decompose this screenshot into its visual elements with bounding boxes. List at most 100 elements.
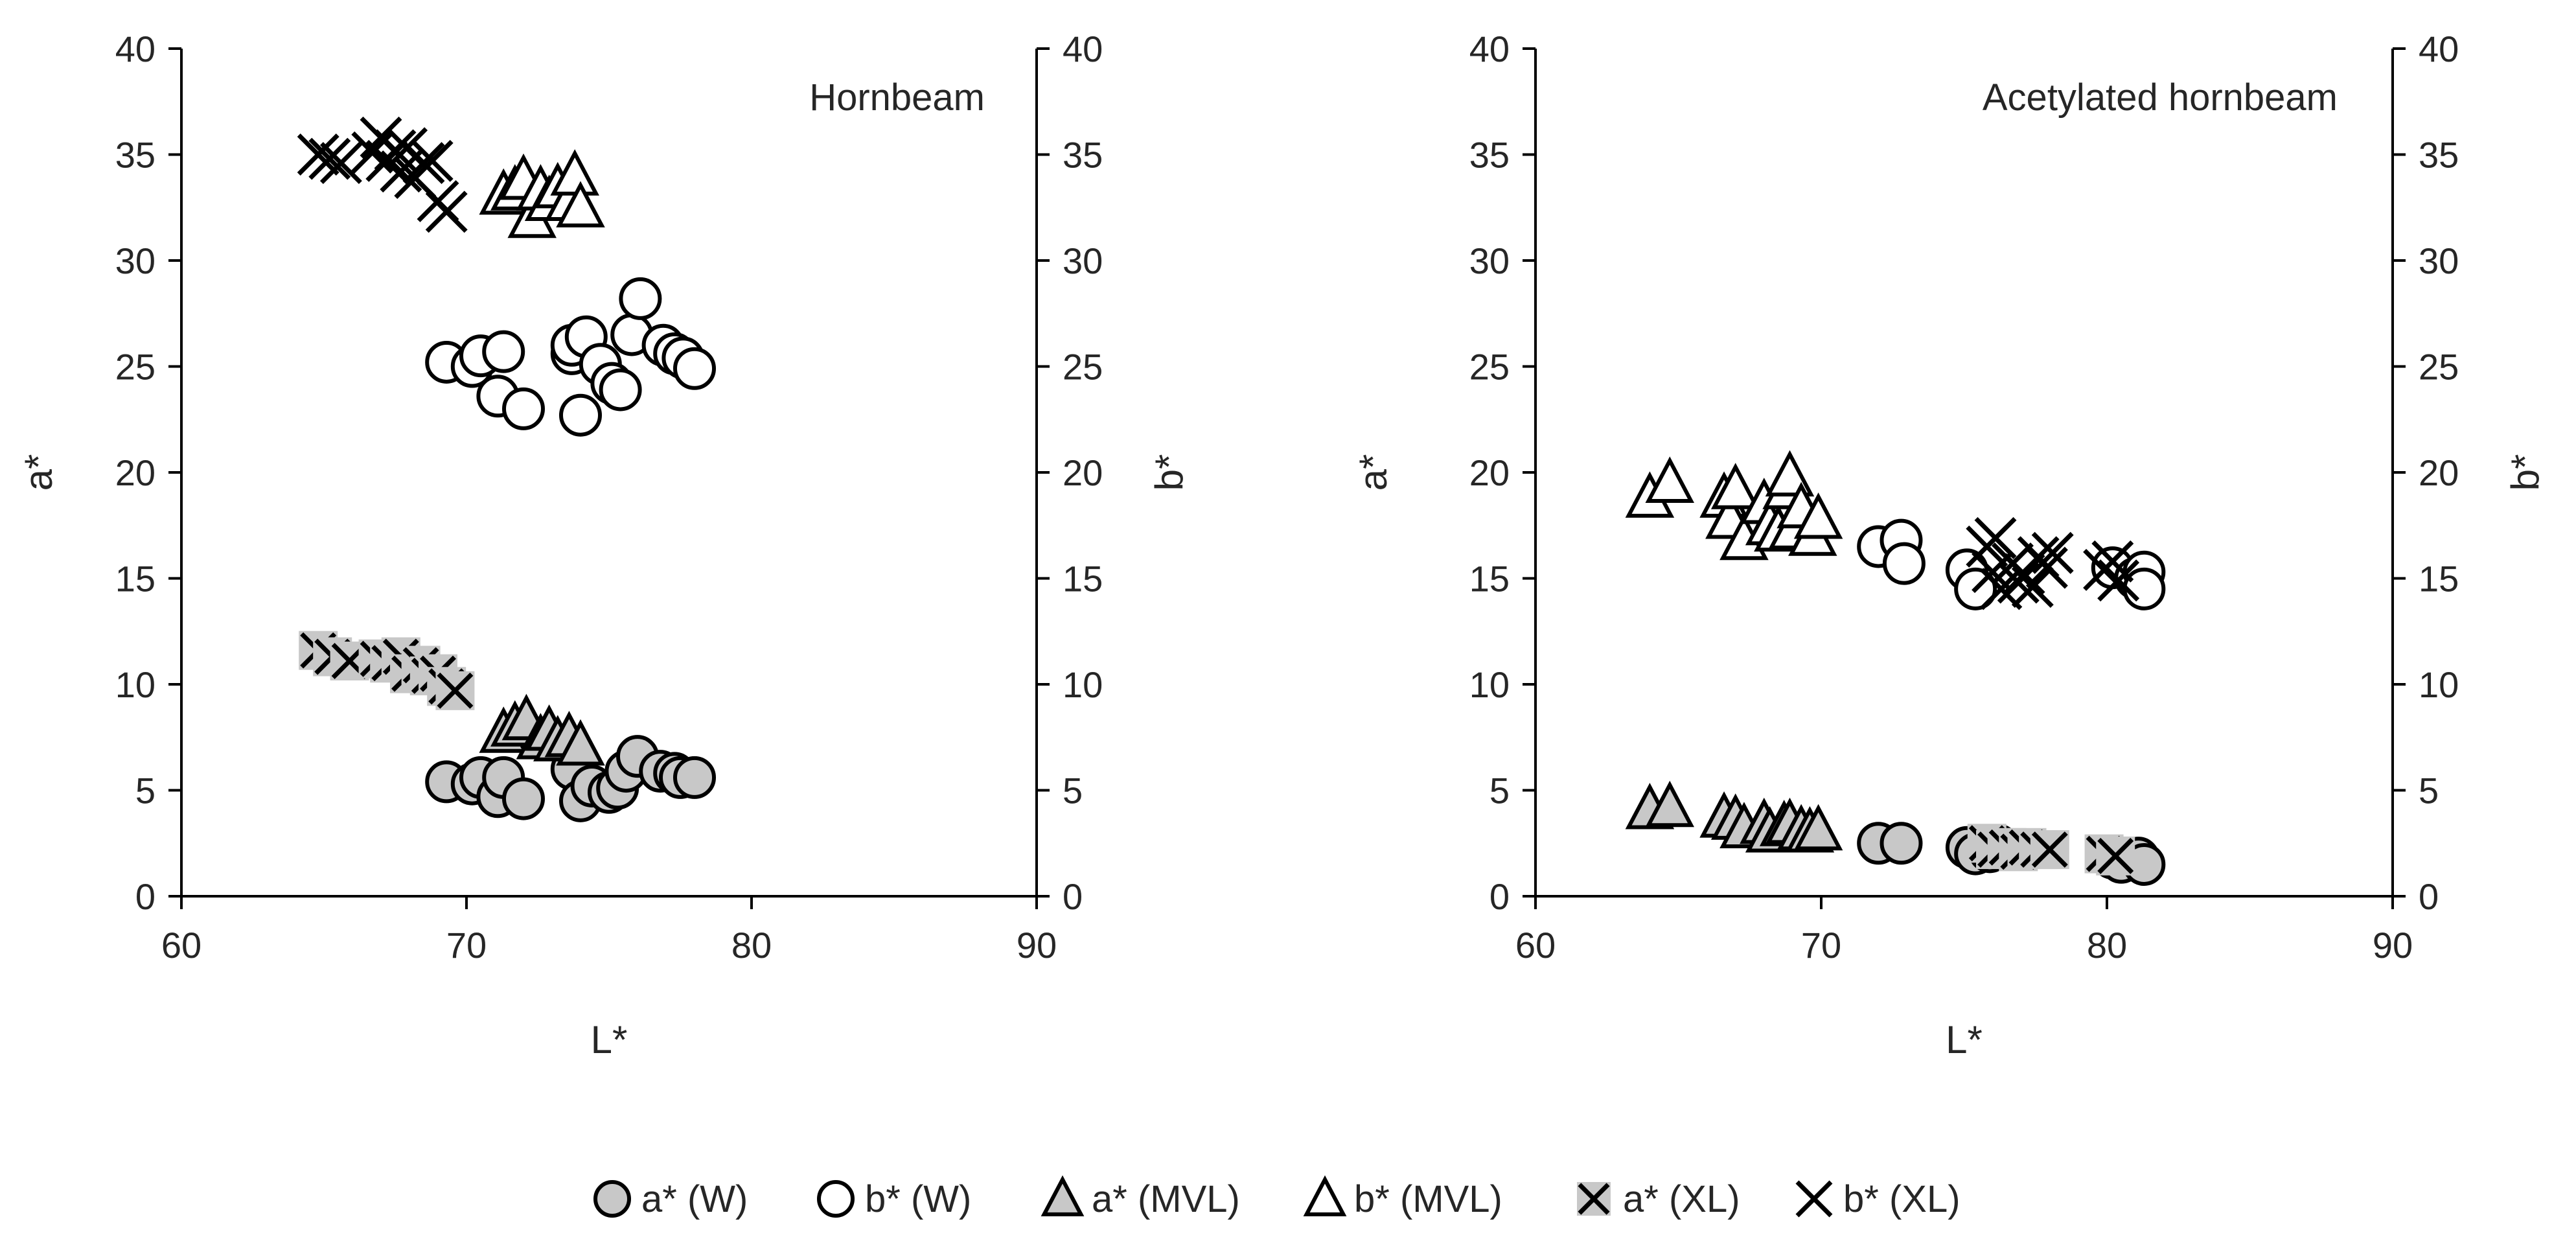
y-tick-label: 5 (1489, 771, 1510, 811)
y2-tick-label: 40 (2419, 29, 2459, 69)
y2-tick-label: 20 (1063, 452, 1103, 493)
data-point (1793, 804, 1843, 851)
data-point (402, 142, 445, 185)
y2-tick-label: 25 (2419, 347, 2459, 388)
series-a-w (425, 735, 716, 822)
data-point (619, 277, 662, 320)
y-tick-label: 20 (1469, 452, 1510, 493)
series-a-xl (1967, 824, 2135, 875)
data-point (556, 719, 605, 766)
data-point (2096, 836, 2135, 875)
x-tick-label: 70 (1801, 925, 1841, 966)
series-b-w (425, 277, 716, 437)
x-tick-label: 60 (161, 925, 201, 966)
series-a-mvl (479, 693, 605, 766)
y-tick-label: 35 (1469, 135, 1510, 176)
data-point (411, 139, 454, 182)
y-tick-label: 15 (1469, 559, 1510, 599)
x-tick-label: 90 (2373, 925, 2413, 966)
data-point (556, 181, 605, 227)
data-point (435, 671, 475, 710)
y-tick-label: 30 (1469, 240, 1510, 281)
legend-label: b* (XL) (1843, 1178, 1961, 1220)
data-point (2031, 531, 2074, 574)
data-point (1793, 493, 1843, 539)
y2-tick-label: 20 (2419, 452, 2459, 493)
y-tick-label: 25 (1469, 347, 1510, 388)
y-tick-label: 15 (115, 559, 155, 599)
hornbeam-panel: 0 5 10 15 20 25 30 35 40 0 5 10 15 20 25 30 35 40 60 70 80 90… (17, 29, 1191, 1061)
data-point (502, 777, 545, 820)
x-tick-label: 70 (446, 925, 487, 966)
y2-tick-label: 35 (1063, 135, 1103, 176)
y2-tick-label: 30 (1063, 240, 1103, 281)
data-point (673, 756, 716, 799)
y-axis-title: a* (1351, 454, 1395, 491)
legend-marker (1303, 1175, 1347, 1216)
series-b-mvl (1625, 450, 1843, 561)
y2-tick-label: 10 (2419, 664, 2459, 705)
data-point (1710, 463, 1760, 509)
data-point (502, 387, 545, 430)
legend-marker (817, 1180, 855, 1218)
legend-label: b* (W) (865, 1178, 971, 1220)
y2-tick-label: 30 (2419, 240, 2459, 281)
legend-item-b-xl: b* (XL) (1795, 1178, 1961, 1220)
panel-title: Hornbeam (809, 76, 985, 119)
y2-tick-label: 5 (2419, 771, 2439, 811)
y2-tick-label: 35 (2419, 135, 2459, 176)
x-axis-title: L* (1946, 1018, 1983, 1061)
y-tick-label: 35 (115, 135, 155, 176)
data-point (308, 137, 351, 180)
y-tick-label: 25 (115, 347, 155, 388)
series-a-mvl (1625, 780, 1843, 853)
legend-marker (1577, 1182, 1611, 1216)
y2-tick-label: 0 (1063, 876, 1083, 917)
series-b-xl (1966, 516, 2140, 610)
y-tick-label: 40 (1469, 29, 1510, 69)
legend-label: a* (XL) (1623, 1178, 1740, 1220)
y2-tick-label: 5 (1063, 771, 1083, 811)
legend-marker (1041, 1175, 1085, 1216)
y2-tick-label: 15 (2419, 559, 2459, 599)
y-tick-label: 30 (115, 240, 155, 281)
y-tick-label: 10 (115, 664, 155, 705)
legend-marker (1795, 1180, 1833, 1218)
legend-item-a-mvl: a* (MVL) (1041, 1175, 1240, 1220)
data-point (319, 142, 362, 185)
data-point (673, 347, 716, 390)
x-tick-label: 80 (731, 925, 772, 966)
y2-tick-label: 10 (1063, 664, 1103, 705)
y-tick-label: 10 (1469, 664, 1510, 705)
data-point (2122, 567, 2166, 610)
y2-tick-label: 40 (1063, 29, 1103, 69)
data-point (1645, 456, 1695, 503)
legend-item-b-mvl: b* (MVL) (1303, 1175, 1502, 1220)
data-point (482, 330, 525, 373)
x-axis-title: L* (591, 1018, 628, 1061)
y-tick-label: 20 (115, 452, 155, 493)
legend-item-b-w: b* (W) (817, 1178, 971, 1220)
x-tick-label: 60 (1515, 925, 1556, 966)
y2-tick-label: 0 (2419, 876, 2439, 917)
data-point (1974, 516, 2017, 559)
series-b-mvl (479, 149, 605, 238)
legend-item-a-w: a* (W) (593, 1178, 748, 1220)
series-b-xl (297, 116, 468, 233)
data-point (2011, 566, 2054, 609)
legend-marker (593, 1180, 631, 1218)
data-point (1645, 780, 1695, 828)
data-point (297, 133, 339, 176)
y-tick-label: 40 (115, 29, 155, 69)
legend-label: a* (W) (641, 1178, 748, 1220)
data-point (599, 368, 642, 412)
x-tick-label: 80 (2087, 925, 2127, 966)
data-point (1882, 542, 1926, 585)
data-point (425, 191, 468, 233)
y2-axis-title: b* (1147, 454, 1191, 491)
data-point (559, 393, 602, 437)
data-point (2097, 559, 2140, 602)
x-tick-label: 90 (1017, 925, 1057, 966)
y-tick-label: 5 (135, 771, 155, 811)
